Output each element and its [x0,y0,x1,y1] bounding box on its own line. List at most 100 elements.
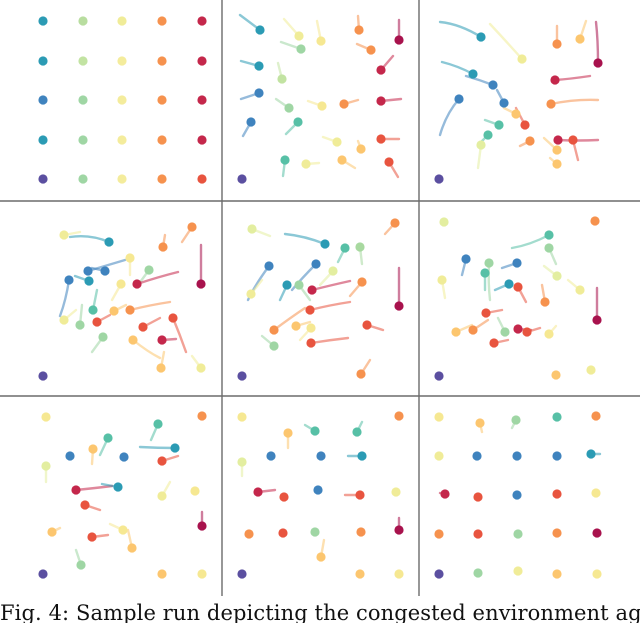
agent-marker [284,103,294,113]
agent-marker [355,242,365,252]
agent-marker [264,261,274,271]
agent-marker [434,529,444,539]
agent-marker [494,120,504,130]
agent-marker [593,58,603,68]
agent-marker [64,275,74,285]
agent-trail [440,60,475,76]
agent-marker [158,242,168,252]
agent-marker [434,371,444,381]
agent-marker [296,44,306,54]
agent-marker [78,174,88,184]
agent-trail [510,233,551,250]
agent-marker [196,279,206,289]
agent-marker [127,543,137,553]
agent-trail [131,338,162,360]
agent-marker [355,490,365,500]
agent-marker [366,45,376,55]
agent-marker [517,54,527,64]
agent-marker [83,266,93,276]
agent-marker [575,285,585,295]
agent-trail [74,484,114,492]
agent-marker [237,457,247,467]
agent-marker [362,320,372,330]
agent-marker [552,412,562,422]
agent-marker [88,444,98,454]
agent-marker [170,443,180,453]
agent-marker [306,338,316,348]
agent-marker [499,98,509,108]
agent-marker [544,243,554,253]
agent-marker [291,321,301,331]
agent-marker [59,315,69,325]
agent-marker [280,155,290,165]
agent-marker [156,363,166,373]
agent-marker [316,552,326,562]
agent-marker [500,327,510,337]
agent-marker [591,411,601,421]
agent-marker [277,74,287,84]
agent-marker [550,75,560,85]
agent-marker [310,527,320,537]
agent-marker [590,216,600,226]
agent-marker [332,137,342,147]
agent-marker [87,532,97,542]
agent-marker [301,159,311,169]
agent-marker [310,426,320,436]
agent-marker [356,527,366,537]
agent-trail [487,261,492,302]
agent-marker [196,363,206,373]
agent-marker [352,427,362,437]
agent-marker [512,451,522,461]
agent-marker [354,25,364,35]
agent-marker [553,135,563,145]
agent-marker [269,341,279,351]
agent-marker [157,56,167,66]
agent-marker [38,16,48,26]
agent-marker [157,335,167,345]
agent-marker [481,308,491,318]
agent-marker [119,452,129,462]
agent-marker [586,449,596,459]
agent-marker [439,217,449,227]
agent-marker [340,243,350,253]
agent-marker [246,117,256,127]
agent-marker [246,289,256,299]
agent-marker [476,32,486,42]
agent-marker [157,95,167,105]
agent-marker [269,325,279,335]
agent-marker [117,16,127,26]
agent-marker [294,31,304,41]
agent-marker [511,109,521,119]
agent-marker [357,451,367,461]
agent-marker [461,254,471,264]
agent-marker [484,258,494,268]
agent-marker [132,279,142,289]
agent-marker [117,174,127,184]
agent-marker [197,569,207,579]
agent-marker [104,237,114,247]
agent-marker [157,456,167,466]
agent-marker [294,280,304,290]
agent-marker [307,285,317,295]
figure-grid [0,0,640,596]
agent-marker [544,329,554,339]
agent-marker [157,16,167,26]
agent-marker [468,325,478,335]
agent-marker [434,174,444,184]
agent-marker [337,155,347,165]
agent-marker [247,224,257,234]
agent-marker [255,25,265,35]
agent-marker [237,371,247,381]
agent-marker [113,482,123,492]
agent-marker [475,418,485,428]
agent-marker [480,268,490,278]
agent-marker [394,525,404,535]
agent-marker [47,527,57,537]
agent-marker [568,135,578,145]
agent-marker [117,135,127,145]
agent-trail [556,138,600,142]
agent-marker [197,174,207,184]
agent-marker [65,451,75,461]
agent-marker [552,528,562,538]
agent-marker [78,56,88,66]
